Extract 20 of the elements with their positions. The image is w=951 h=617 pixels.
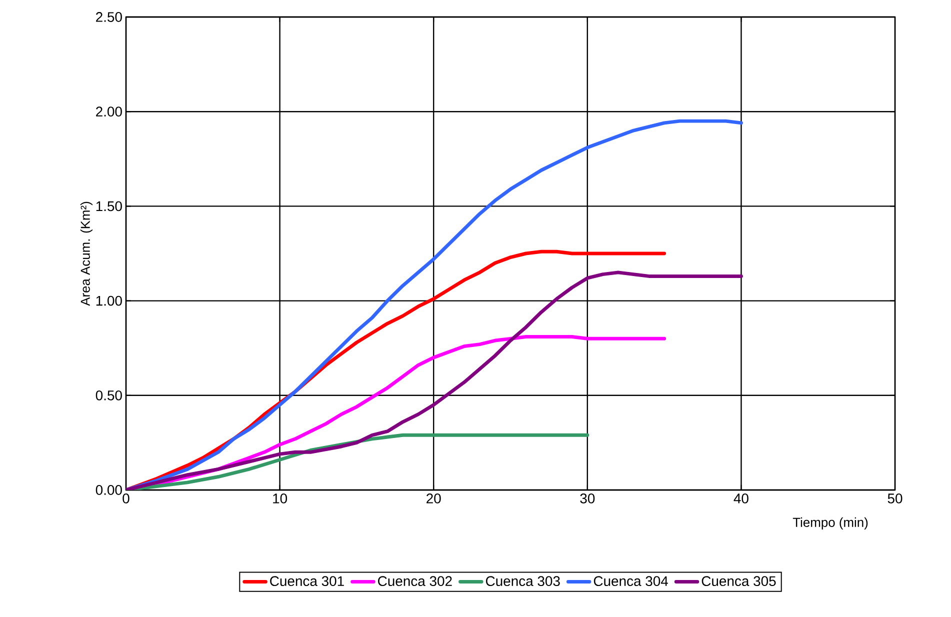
x-tick-label: 0 — [122, 494, 130, 504]
legend-label: Cuenca 303 — [486, 576, 560, 586]
legend-label: Cuenca 305 — [702, 576, 776, 586]
y-tick-label: 2.50 — [96, 12, 122, 22]
y-tick-label: 2.00 — [96, 106, 122, 117]
x-tick-label: 50 — [888, 494, 902, 504]
legend-label: Cuenca 302 — [378, 576, 452, 586]
x-axis-title: Tiempo (min) — [792, 517, 868, 530]
y-tick-label: 0.50 — [96, 390, 122, 400]
legend-label: Cuenca 304 — [594, 576, 668, 586]
y-axis-title: Area Acum. (Km²) — [80, 202, 92, 306]
y-tick-label: 0.00 — [96, 485, 122, 495]
x-tick-label: 10 — [273, 494, 288, 504]
x-tick-label: 40 — [734, 494, 748, 504]
x-tick-label: 20 — [426, 494, 441, 504]
y-tick-label: 1.00 — [96, 296, 122, 306]
x-tick-label: 30 — [580, 494, 595, 504]
line-series — [126, 270, 743, 490]
y-tick-label: 1.50 — [96, 201, 122, 212]
legend-label: Cuenca 301 — [270, 576, 344, 586]
